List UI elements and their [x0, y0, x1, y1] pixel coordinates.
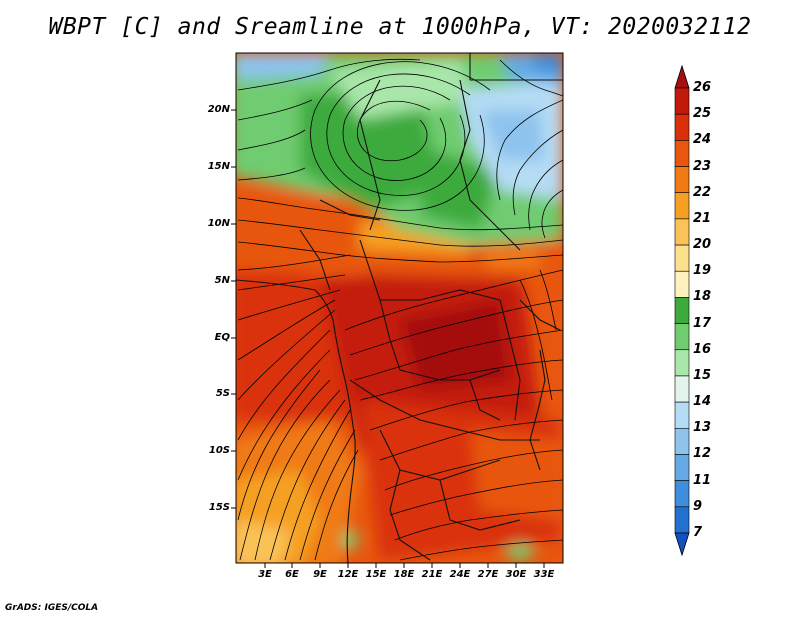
colorbar-label: 7	[693, 525, 703, 540]
lat-label: 20N	[207, 104, 230, 115]
colorbar-segment	[674, 323, 690, 351]
colorbar-segment	[674, 506, 690, 534]
lon-label: 21E	[421, 569, 443, 580]
colorbar-segment	[674, 192, 690, 220]
colorbar-label: 25	[693, 106, 712, 122]
colorbar-arrow-top	[674, 64, 690, 89]
lon-label: 30E	[505, 569, 527, 580]
lat-label: 5N	[214, 275, 230, 286]
colorbar-label: 24	[693, 132, 712, 148]
lat-label: 15N	[207, 161, 230, 172]
colorbar-label: 12	[693, 446, 712, 462]
lon-label: 18E	[393, 569, 415, 580]
colorbar-segment	[674, 297, 690, 324]
colorbar-segment	[674, 270, 690, 298]
colorbar-label: 17	[693, 315, 712, 331]
colorbar-arrow-bottom	[674, 532, 690, 557]
colorbar-segment	[674, 349, 690, 377]
lon-label: 33E	[533, 569, 555, 580]
colorbar-segment	[674, 113, 690, 141]
lat-label: 10N	[207, 218, 230, 229]
colorbar-segment	[674, 375, 690, 403]
colorbar-label: 15	[693, 367, 712, 383]
colorbar-label: 13	[693, 420, 712, 436]
colorbar-label: 18	[693, 289, 712, 305]
borders	[236, 53, 563, 563]
footer-credit: GrADS: IGES/COLA	[5, 603, 99, 613]
lat-label: 5S	[215, 388, 230, 399]
colorbar-label: 19	[693, 263, 712, 279]
colorbar-label: 14	[693, 394, 712, 410]
colorbar-segment	[674, 166, 690, 194]
colorbar-segment	[674, 140, 690, 167]
lon-label: 27E	[477, 569, 499, 580]
lon-label: 6E	[285, 569, 299, 580]
lon-label: 3E	[258, 569, 272, 580]
lon-label: 12E	[337, 569, 359, 580]
colorbar-label: 16	[693, 341, 712, 357]
map-frame	[235, 52, 564, 564]
colorbar-segment	[674, 454, 690, 481]
colorbar-segment	[674, 87, 690, 115]
colorbar-segment	[674, 427, 690, 455]
colorbar-segment	[674, 218, 690, 246]
colorbar-label: 22	[693, 184, 712, 200]
colorbar-label: 20	[693, 237, 712, 253]
chart-title: WBPT [C] and Sreamline at 1000hPa, VT: 2…	[48, 14, 752, 40]
lat-label: 15S	[208, 502, 230, 513]
colorbar-segment	[674, 244, 690, 272]
colorbar	[674, 64, 690, 557]
colorbar-label: 9	[693, 498, 703, 514]
colorbar-label: 11	[693, 472, 712, 488]
lon-label: 9E	[313, 569, 327, 580]
colorbar-label: 21	[693, 210, 712, 226]
colorbar-segment	[674, 480, 690, 508]
colorbar-label: 26	[693, 80, 712, 95]
colorbar-segment	[674, 401, 690, 429]
lon-label: 24E	[449, 569, 471, 580]
streamlines	[237, 58, 563, 561]
lat-label: EQ	[214, 332, 230, 343]
axis-ticks	[231, 109, 545, 568]
lat-label: 10S	[208, 445, 230, 456]
colorbar-label: 23	[693, 158, 712, 174]
lon-label: 15E	[365, 569, 387, 580]
